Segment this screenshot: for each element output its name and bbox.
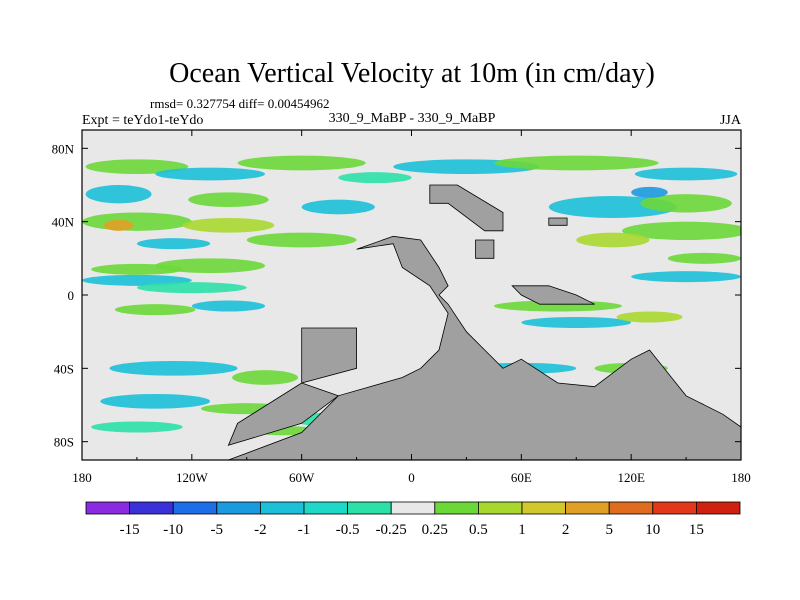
colorbar-swatch <box>85 501 130 515</box>
colorbar-swatch <box>129 501 174 515</box>
colorbar-label: 10 <box>645 522 660 538</box>
anomaly-contour-patch <box>155 167 266 181</box>
comparison-label: 330_9_MaBP - 330_9_MaBP <box>329 111 496 126</box>
anomaly-contour-patch <box>103 219 134 231</box>
anomaly-contour-patch <box>109 361 238 376</box>
anomaly-contour-patch <box>338 172 412 184</box>
land-mass <box>475 239 495 259</box>
anomaly-contour-patch <box>91 421 183 433</box>
anomaly-contour-patch <box>232 370 299 385</box>
land-mass <box>429 184 504 232</box>
x-tick-label: 180 <box>72 470 92 485</box>
land-mass <box>548 217 568 226</box>
colorbar-swatch <box>608 501 654 515</box>
land-mass <box>228 235 741 460</box>
colorbar-label: 2 <box>562 522 570 538</box>
anomaly-contour-patch <box>616 311 683 323</box>
colorbar-swatch <box>477 501 523 515</box>
colorbar-swatch <box>652 501 697 515</box>
y-tick-label: 0 <box>68 288 75 303</box>
y-tick-label: 80S <box>54 435 74 450</box>
colorbar-label: -0.5 <box>336 522 360 538</box>
colorbar-swatch <box>303 501 348 515</box>
x-tick-label: 0 <box>408 470 415 485</box>
anomaly-contour-patch <box>622 221 741 240</box>
land-mask <box>227 184 741 460</box>
anomaly-contour-patch <box>301 199 375 215</box>
colorbar-label: -1 <box>298 522 311 538</box>
y-tick-label: 40N <box>52 215 75 230</box>
anomaly-contour-patch <box>246 232 357 248</box>
x-axis: 180 120W 60W 0 60E 120E 180 <box>72 130 751 485</box>
colorbar-label: 0.25 <box>422 522 448 538</box>
x-tick-label: 120W <box>176 470 209 485</box>
anomaly-contour-patch <box>100 394 211 409</box>
anomaly-contour-patch <box>114 304 196 316</box>
colorbar-label: 0.5 <box>469 522 488 538</box>
y-axis: 80N 40N 0 40S 80S <box>52 141 741 450</box>
colorbar-swatch <box>565 501 610 515</box>
anomaly-contour-patch <box>493 155 659 171</box>
stats-line: rmsd= 0.327754 diff= 0.00454962 <box>150 96 329 111</box>
x-tick-label: 120E <box>617 470 645 485</box>
anomaly-contour-patch <box>82 212 192 231</box>
x-tick-label: 60W <box>289 470 315 485</box>
anomaly-contour-patch <box>85 185 152 204</box>
anomaly-contour-patch <box>191 300 266 312</box>
colorbar-label: -0.25 <box>376 522 407 538</box>
colorbar-swatch <box>521 501 566 515</box>
anomaly-contour-patch <box>576 232 650 248</box>
anomaly-contour-patch <box>85 159 189 175</box>
colorbar-swatch <box>259 501 305 515</box>
anomaly-contour-patch <box>521 317 632 328</box>
colorbar-label: -15 <box>120 522 140 538</box>
colorbar-label: 5 <box>605 522 613 538</box>
colorbar-swatch <box>172 501 218 515</box>
anomaly-contour-patch <box>136 238 211 250</box>
colorbar-swatch <box>696 501 741 515</box>
colorbar-label: -10 <box>163 522 183 538</box>
anomaly-contour-patch <box>182 218 275 233</box>
x-tick-label: 180 <box>731 470 751 485</box>
land-mass <box>511 285 595 305</box>
land-mass <box>227 327 357 446</box>
colorbar-swatch <box>216 501 261 515</box>
y-tick-label: 40S <box>54 361 74 376</box>
colorbar-label: 15 <box>689 522 704 538</box>
colorbar: -15 -10 -5 -2 -1 -0.5 -0.25 0.25 0.5 1 2 5 10 15 <box>85 501 741 538</box>
chart-title: Ocean Vertical Velocity at 10m (in cm/da… <box>169 58 655 89</box>
colorbar-swatch <box>434 501 479 515</box>
y-tick-label: 80N <box>52 141 75 156</box>
colorbar-label: -2 <box>254 522 267 538</box>
anomaly-contour-patch <box>631 186 668 198</box>
colorbar-label: 1 <box>518 522 526 538</box>
anomaly-contour-patch <box>136 282 247 294</box>
anomaly-contour-patch <box>155 258 266 273</box>
map-panel: 180 120W 60W 0 60E 120E 180 80N 40N 0 40S 80S <box>52 129 751 485</box>
anomaly-contour-patch <box>631 271 741 283</box>
anomaly-contour-patch <box>667 252 741 264</box>
experiment-label: Expt = teYdo1-teYdo <box>82 113 203 128</box>
anomaly-contour-patch <box>237 155 366 171</box>
anomaly-contour-patch <box>640 194 732 213</box>
colorbar-swatch <box>390 501 436 515</box>
season-label: JJA <box>720 113 742 128</box>
anomaly-contour-patch <box>634 167 738 181</box>
x-tick-label: 60E <box>511 470 532 485</box>
colorbar-swatch <box>347 501 392 515</box>
anomaly-contour-patch <box>188 192 269 208</box>
colorbar-label: -5 <box>211 522 224 538</box>
